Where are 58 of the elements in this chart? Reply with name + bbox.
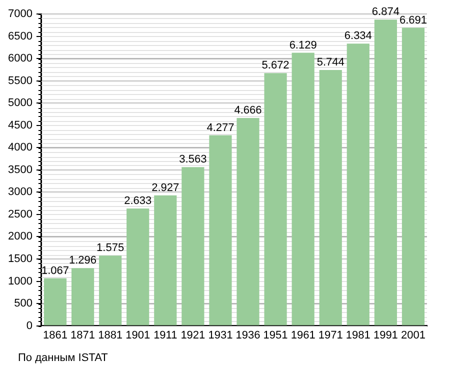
data-label: 5.744: [316, 56, 344, 68]
text: По данным ISTAT: [18, 352, 108, 364]
data-label: 2.927: [152, 182, 180, 194]
y-tick-label: 500: [14, 298, 32, 310]
bar: [209, 135, 232, 326]
bar: [264, 73, 287, 326]
bar: [154, 195, 177, 326]
y-tick-label: 3500: [8, 164, 32, 176]
bar: [71, 268, 94, 326]
bar: [126, 208, 150, 326]
x-tick-label: 1861: [42, 329, 68, 342]
data-label: 6.334: [344, 30, 372, 42]
bar: [182, 167, 204, 326]
y-tick-label: 5000: [8, 97, 32, 110]
bar: [319, 70, 342, 326]
bar: [99, 256, 122, 326]
x-tick-label: 1961: [290, 329, 316, 342]
y-tick-label: 2500: [8, 208, 32, 220]
y-tick-label: 5500: [8, 74, 32, 87]
y-tick-label: 2000: [8, 230, 32, 243]
x-tick-label: 1991: [373, 329, 398, 342]
bar: [44, 278, 67, 326]
data-label: 2.633: [124, 195, 152, 208]
bar: [374, 20, 397, 326]
x-tick-label: 1911: [154, 329, 178, 342]
data-label: 4.666: [234, 104, 262, 116]
bar: [292, 52, 314, 326]
data-label: 6.874: [372, 6, 400, 18]
x-tick-label: 2001: [400, 329, 426, 342]
x-tick-label: 1951: [263, 329, 288, 342]
data-label: 3.563: [179, 154, 207, 166]
x-tick-label: 1881: [98, 329, 123, 342]
data-label: 1.575: [96, 242, 124, 254]
y-tick-label: 4000: [8, 142, 32, 154]
x-tick-label: 1871: [70, 329, 96, 342]
bar: [346, 44, 370, 326]
y-tick-label: 1000: [8, 275, 32, 288]
bar: [402, 28, 425, 326]
y-tick-label: 4500: [8, 119, 32, 132]
y-tick-label: 1500: [8, 253, 32, 266]
data-label: 4.277: [206, 122, 234, 134]
x-tick-label: 1971: [318, 329, 343, 342]
bar: [236, 118, 260, 326]
y-tick-label: 6000: [8, 52, 32, 65]
x-tick-label: 1921: [180, 329, 206, 342]
x-tick-label: 1936: [236, 329, 260, 342]
data-label: 6.691: [399, 14, 427, 26]
y-tick-label: 6500: [8, 30, 32, 42]
x-tick-label: 1901: [126, 329, 150, 342]
x-tick-label: 1981: [346, 329, 370, 342]
x-tick-label: 1931: [208, 329, 233, 342]
data-label: 5.672: [262, 60, 290, 72]
data-label: 1.067: [41, 264, 70, 277]
y-tick-label: 7000: [8, 8, 32, 20]
data-label: 6.129: [289, 39, 317, 52]
data-label: 1.296: [69, 254, 97, 267]
y-tick-label: 3000: [8, 186, 32, 198]
y-tick-label: 0: [26, 320, 32, 332]
